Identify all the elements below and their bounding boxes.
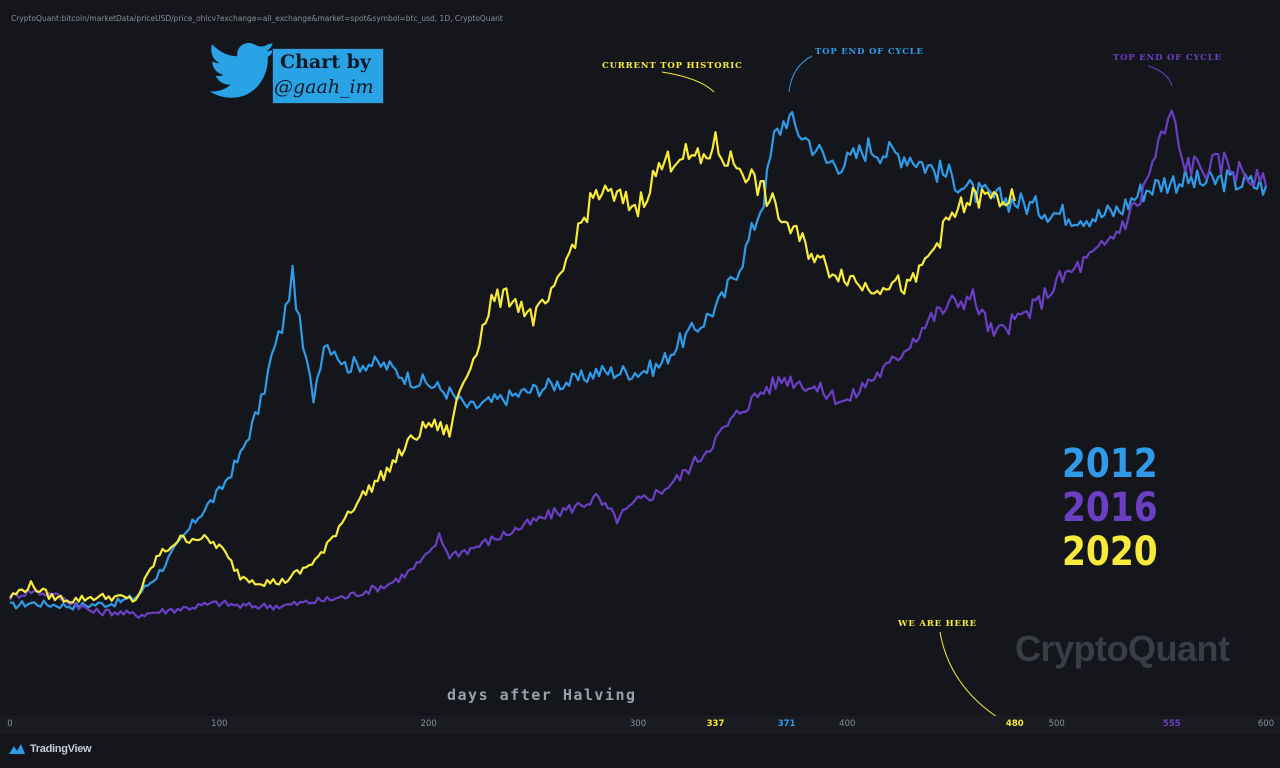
tradingview-logo-icon xyxy=(9,744,25,754)
legend: 2012 2016 2020 xyxy=(1062,442,1182,574)
x-tick-480: 480 xyxy=(1005,719,1024,729)
series-line-2012 xyxy=(9,110,1268,611)
x-tick-400: 400 xyxy=(839,719,856,729)
annotation-top-end-2012: TOP END OF CYCLE xyxy=(815,47,924,57)
arrow-current-top xyxy=(661,71,715,93)
x-tick-200: 200 xyxy=(420,719,437,729)
series-layer xyxy=(9,109,1268,619)
legend-2012: 2012 xyxy=(1062,441,1158,487)
x-tick-555: 555 xyxy=(1162,719,1181,729)
series-line-2016 xyxy=(9,109,1268,619)
x-axis-bar[interactable] xyxy=(0,716,1280,734)
badge-line1: Chart by xyxy=(280,51,371,73)
badge-line2: @gaah_im xyxy=(274,76,374,98)
legend-2020: 2020 xyxy=(1062,529,1158,575)
tradingview-brand[interactable]: TradingView xyxy=(8,742,92,756)
arrow-top-end-2012 xyxy=(788,55,813,93)
annotation-current-top: CURRENT TOP HISTORIC xyxy=(602,61,743,71)
x-axis-title: days after Halving xyxy=(447,686,637,704)
series-line-2020 xyxy=(9,131,1016,604)
annotation-we-are-here: WE ARE HERE xyxy=(898,619,977,629)
x-tick-100: 100 xyxy=(211,719,228,729)
badge-box xyxy=(272,48,384,104)
x-tick-300: 300 xyxy=(629,719,647,729)
legend-2016: 2016 xyxy=(1062,485,1158,531)
x-tick-500: 500 xyxy=(1048,719,1065,729)
x-tick-600: 600 xyxy=(1257,719,1275,729)
cryptoquant-watermark: CryptoQuant xyxy=(1015,628,1230,669)
source-line: CryptoQuant:bitcoin/marketData/priceUSD/… xyxy=(11,14,503,23)
author-badge: Chart by @gaah_im xyxy=(210,38,384,110)
arrow-top-end-2016 xyxy=(1147,65,1173,87)
annotation-top-end-2016: TOP END OF CYCLE xyxy=(1113,53,1222,63)
x-tick-0: 0 xyxy=(7,719,13,729)
tradingview-label: TradingView xyxy=(30,743,92,755)
x-tick-371: 371 xyxy=(777,719,796,729)
x-tick-337: 337 xyxy=(706,719,725,729)
